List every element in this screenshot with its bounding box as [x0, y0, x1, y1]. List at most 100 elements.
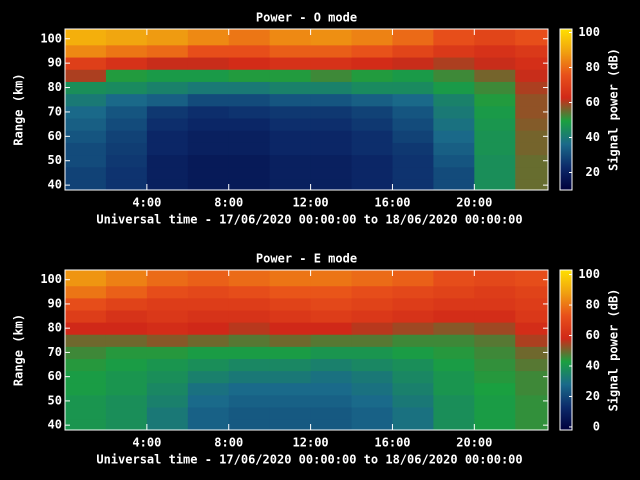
- heatmap-cell: [351, 334, 393, 347]
- heatmap-cell: [310, 179, 353, 190]
- heatmap-cell: [269, 44, 312, 58]
- heatmap-cell: [187, 394, 230, 408]
- heatmap-cell: [105, 334, 148, 347]
- heatmap-cell: [269, 57, 312, 70]
- heatmap-cell: [515, 322, 548, 335]
- heatmap-cell: [310, 334, 353, 347]
- heatmap-cell: [392, 334, 434, 347]
- colorbar-tick-label: 80: [586, 60, 600, 74]
- heatmap-cell: [228, 93, 271, 107]
- heatmap-cell: [392, 118, 434, 131]
- heatmap-cell: [515, 297, 548, 311]
- heatmap-cell: [515, 334, 548, 347]
- heatmap-cell: [392, 322, 434, 335]
- heatmap-cell: [105, 118, 148, 131]
- heatmap-cell: [474, 346, 516, 359]
- heatmap-cell: [269, 382, 312, 396]
- heatmap-cell: [65, 57, 107, 70]
- heatmap-cell: [146, 334, 189, 347]
- heatmap-cell: [146, 382, 189, 396]
- heatmap-cell: [515, 285, 548, 299]
- heatmap-cell: [269, 370, 312, 384]
- heatmap-cell: [433, 270, 475, 287]
- heatmap-cell: [228, 69, 271, 82]
- heatmap-cell: [105, 130, 148, 143]
- heatmap-cell: [146, 105, 189, 119]
- heatmap-cell: [351, 44, 393, 58]
- heatmap-cell: [433, 118, 475, 131]
- heatmap-cell: [187, 270, 230, 287]
- heatmap-cell: [515, 93, 548, 107]
- heatmap-cell: [474, 93, 516, 107]
- heatmap-cell: [351, 322, 393, 335]
- heatmap-cell: [269, 105, 312, 119]
- heatmap-cell: [310, 358, 353, 372]
- heatmap-cell: [105, 142, 148, 156]
- heatmap-cell: [351, 358, 393, 372]
- heatmap-cell: [105, 358, 148, 372]
- heatmap-cell: [187, 154, 230, 168]
- heatmap-cell: [433, 29, 475, 46]
- heatmap-cell: [515, 118, 548, 131]
- heatmap-cell: [228, 44, 271, 58]
- heatmap-cell: [474, 419, 516, 430]
- heatmap-cell: [351, 154, 393, 168]
- heatmap-cell: [65, 285, 107, 299]
- heatmap-cell: [228, 394, 271, 408]
- heatmap-cell: [310, 69, 353, 82]
- heatmap-cell: [515, 310, 548, 323]
- heatmap-cell: [105, 154, 148, 168]
- heatmap-cell: [392, 142, 434, 156]
- heatmap-cell: [228, 334, 271, 347]
- heatmap-cell: [433, 105, 475, 119]
- heatmap-cell: [392, 57, 434, 70]
- heatmap-cell: [146, 310, 189, 323]
- heatmap-cell: [433, 406, 475, 420]
- plot-frame: [64, 28, 549, 191]
- heatmap-cell: [269, 118, 312, 131]
- heatmap-cell: [433, 93, 475, 107]
- y-tick-label: 50: [48, 153, 62, 167]
- heatmap-cell: [474, 166, 516, 180]
- heatmap-cell: [65, 154, 107, 168]
- heatmap-cell: [269, 394, 312, 408]
- heatmap-cell: [105, 322, 148, 335]
- heatmap-cell: [187, 93, 230, 107]
- heatmap-cell: [146, 69, 189, 82]
- y-tick-label: 60: [48, 369, 62, 383]
- heatmap-cell: [351, 57, 393, 70]
- heatmap-cell: [105, 69, 148, 82]
- heatmap-cell: [146, 394, 189, 408]
- heatmap-cell: [392, 406, 434, 420]
- heatmap-cell: [187, 322, 230, 335]
- heatmap-cell: [146, 285, 189, 299]
- heatmap-cell: [474, 370, 516, 384]
- heatmap-cell: [474, 382, 516, 396]
- heatmap-cell: [105, 297, 148, 311]
- heatmap-cell: [392, 382, 434, 396]
- heatmap-cell: [392, 166, 434, 180]
- y-tick-label: 40: [48, 178, 62, 192]
- heatmap-cell: [65, 382, 107, 396]
- heatmap-cell: [310, 130, 353, 143]
- heatmap-cell: [187, 118, 230, 131]
- panel: Power - O mode 40 50 60 70 80 90 100 4:00 8:00 12:…: [12, 11, 621, 227]
- heatmap-cell: [474, 270, 516, 287]
- heatmap-cell: [474, 358, 516, 372]
- colorbar-tick-label: 60: [586, 328, 600, 342]
- heatmap-cell: [187, 142, 230, 156]
- heatmap-cell: [187, 358, 230, 372]
- colorbar: [559, 269, 573, 431]
- heatmap-cell: [310, 118, 353, 131]
- heatmap-cell: [474, 297, 516, 311]
- y-tick-label: 70: [48, 104, 62, 118]
- heatmap-cell: [269, 285, 312, 299]
- x-tick-label: 12:00: [293, 436, 329, 450]
- heatmap-cell: [65, 44, 107, 58]
- chart-title: Power - E mode: [256, 252, 357, 266]
- colorbar-label: Signal power (dB): [607, 48, 621, 171]
- heatmap-cell: [392, 179, 434, 190]
- x-tick-label: 4:00: [132, 196, 161, 210]
- heatmap-cell: [187, 57, 230, 70]
- heatmap-cell: [187, 69, 230, 82]
